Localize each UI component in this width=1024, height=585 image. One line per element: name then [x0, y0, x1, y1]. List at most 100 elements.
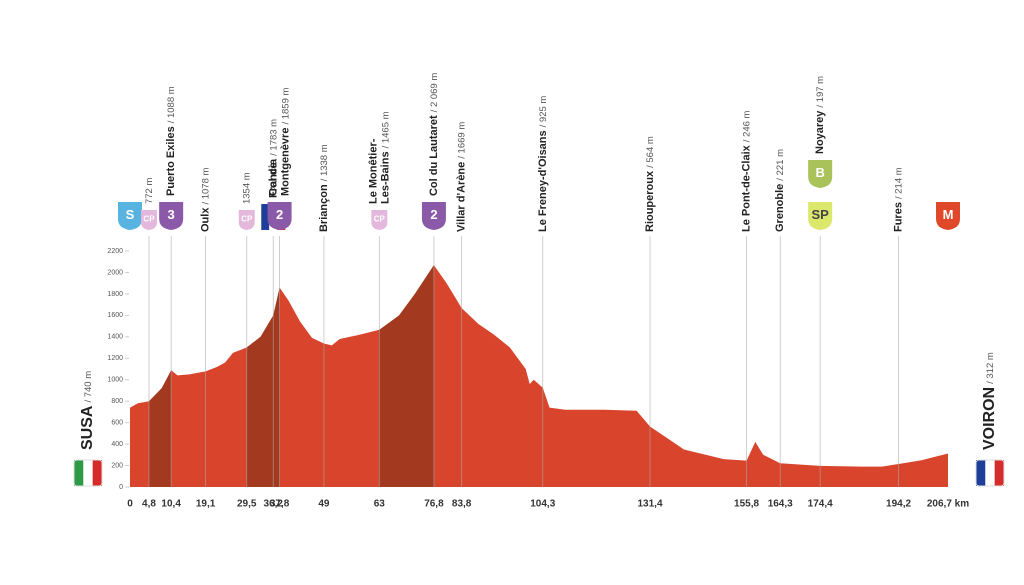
x-tick-label: 4,8 — [142, 499, 156, 510]
x-tick-label: 76,8 — [424, 499, 444, 510]
y-tick-label: 0 — [119, 484, 123, 491]
climb-shading — [148, 370, 172, 487]
waypoint-name: Les-Bains — [379, 151, 391, 204]
endpoint-label: SUSA / 740 m — [79, 371, 96, 450]
badge — [936, 202, 960, 230]
waypoint-name: Oulx — [199, 207, 211, 232]
waypoint-name: Riouperoux — [644, 170, 656, 232]
flag-stripe — [261, 204, 270, 230]
waypoint-label: Riouperoux / 564 m — [644, 136, 656, 232]
badge-label: 3 — [168, 207, 175, 222]
x-tick-label: 104,3 — [530, 499, 555, 510]
badge — [159, 202, 184, 230]
waypoint-name: Briançon — [318, 184, 330, 232]
waypoint-label: Col du Lautaret / 2 069 m — [428, 73, 440, 196]
y-tick-label: 800 — [111, 398, 123, 405]
x-tick-label: 49 — [318, 499, 330, 510]
y-tick-label: 1000 — [107, 377, 123, 384]
flag-stripe — [976, 460, 986, 486]
flag-stripe — [83, 460, 93, 486]
x-tick-label: 19,1 — [196, 499, 216, 510]
waypoint-label: Noyarey / 197 m — [814, 76, 826, 154]
x-tick-label: 36,2 — [264, 499, 284, 510]
badge — [808, 202, 833, 230]
waypoint-detail: / 214 m — [893, 167, 904, 199]
waypoint-name: Puerto Exiles — [165, 126, 177, 196]
endpoint-detail: / 740 m — [83, 371, 94, 403]
y-tick-label: 1600 — [107, 312, 123, 319]
badge-label: M — [943, 207, 954, 222]
waypoint-detail: 772 m — [144, 178, 155, 204]
waypoint-name: Le Pont-de-Claix — [740, 144, 752, 232]
waypoint-detail: / 564 m — [645, 136, 656, 168]
waypoint-label: Villar d'Arène / 1669 m — [456, 122, 468, 232]
badge-label: CP — [143, 215, 155, 224]
badge-label: S — [126, 207, 135, 222]
climb-shading — [246, 287, 280, 487]
x-tick-label: 29,5 — [237, 499, 257, 510]
badge — [808, 160, 833, 188]
waypoint-name: Francia — [267, 158, 279, 198]
x-tick-label: 0 — [127, 499, 133, 510]
endpoint-label: VOIRON / 312 m — [981, 352, 998, 450]
x-tick-label: 194,2 — [886, 499, 911, 510]
waypoint-label: Col deMontgenèvre / 1859 m — [267, 87, 291, 196]
x-tick-label: 83,8 — [452, 499, 472, 510]
waypoint-name: Noyarey — [814, 110, 826, 154]
badge — [267, 202, 292, 230]
flag-stripe — [994, 460, 1005, 486]
waypoint-label: 772 m — [144, 178, 155, 204]
waypoint-label: Grenoble / 221 m — [774, 149, 786, 232]
badge-label: CP — [374, 215, 386, 224]
x-tick-label: 37,8 — [270, 499, 290, 510]
y-tick-label: 2200 — [107, 248, 123, 255]
waypoint-label: Le Monêtier-Les-Bains / 1465 m — [367, 111, 391, 204]
waypoint-detail: / 1465 m — [380, 111, 391, 148]
y-tick-label: 200 — [111, 462, 123, 469]
waypoint-detail: / 1078 m — [200, 167, 211, 204]
badge-label: 2 — [276, 207, 283, 222]
x-tick-label: 174,4 — [808, 499, 833, 510]
flag-stripe — [985, 460, 995, 486]
y-tick-label: 1400 — [107, 334, 123, 341]
endpoint-name: SUSA — [79, 405, 96, 450]
x-tick-label: 206,7 km — [927, 499, 969, 510]
climb-shading — [379, 265, 434, 487]
flag-border — [73, 459, 103, 487]
x-tick-label: 155,8 — [734, 499, 759, 510]
y-tick-label: 1800 — [107, 291, 123, 298]
y-tick-label: 600 — [111, 419, 123, 426]
x-tick-label: 164,3 — [768, 499, 793, 510]
waypoint-label: Oulx / 1078 m — [199, 167, 211, 232]
waypoint-detail: / 1669 m — [456, 122, 467, 159]
waypoint-label: Le Pont-de-Claix / 246 m — [740, 110, 752, 232]
badge — [238, 210, 255, 230]
x-tick-label: 10,4 — [161, 499, 181, 510]
waypoint-detail: / 1338 m — [318, 144, 329, 181]
badge — [140, 210, 157, 230]
waypoint-detail: / 221 m — [775, 149, 786, 181]
waypoint-name: Le Freney-d'Oisans — [537, 130, 549, 232]
waypoint-detail: / 1783 m — [268, 119, 279, 156]
waypoint-detail: / 2 069 m — [428, 73, 439, 113]
badge-label: CP — [241, 215, 253, 224]
badge-label: B — [815, 165, 824, 180]
waypoint-name: Col de — [267, 162, 279, 196]
badge — [421, 202, 446, 230]
flag-stripe — [74, 460, 84, 486]
waypoint-name: Grenoble — [774, 184, 786, 232]
waypoint-label: Le Freney-d'Oisans / 925 m — [537, 96, 549, 232]
waypoint-detail: / 1088 m — [166, 86, 177, 123]
endpoint-name: VOIRON — [981, 387, 998, 450]
elevation-area — [130, 265, 948, 487]
x-tick-label: 63 — [374, 499, 386, 510]
badge — [371, 210, 388, 230]
x-tick-label: 131,4 — [637, 499, 662, 510]
waypoint-detail: / 197 m — [815, 76, 826, 108]
flag-stripe — [92, 460, 103, 486]
waypoint-detail: / 925 m — [537, 96, 548, 128]
badge — [118, 202, 142, 230]
waypoint-detail: / 1859 m — [280, 87, 291, 124]
badge-label: 2 — [430, 207, 437, 222]
